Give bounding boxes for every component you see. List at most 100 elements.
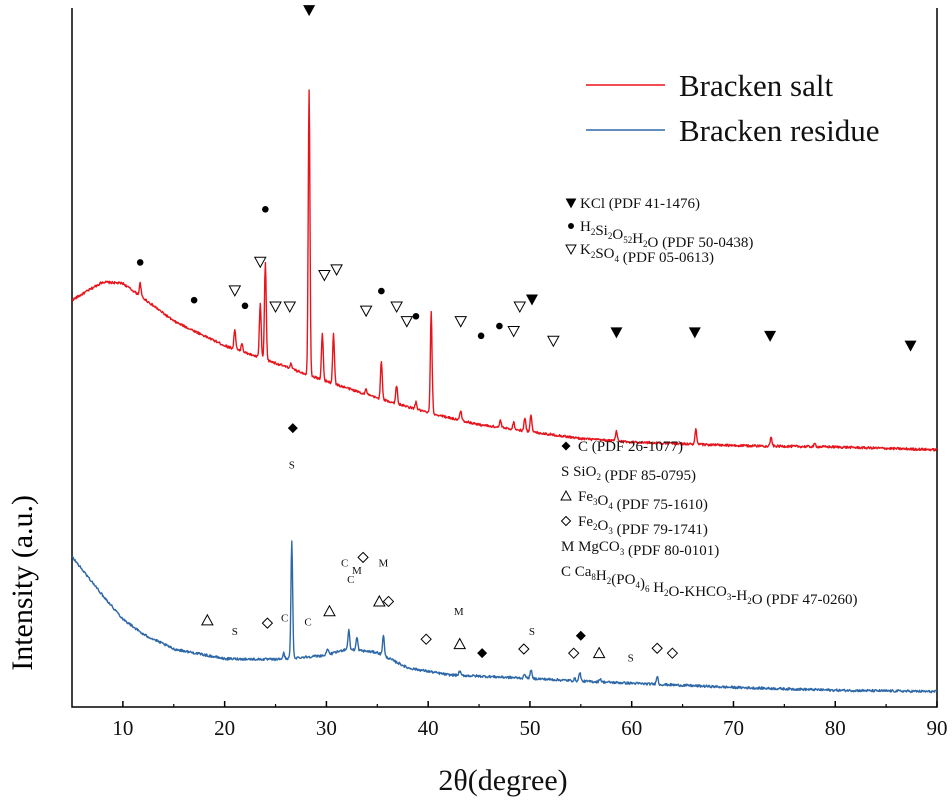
- formula-text: M MgCO: [561, 539, 620, 555]
- k2so4-triangle-marker-icon: [507, 325, 521, 338]
- residue-phase-legend-entry: Fe3O4 (PDF 75-1610): [578, 489, 708, 513]
- kcl-marker-icon: [525, 294, 538, 306]
- silicate-dot-marker-icon: [477, 332, 485, 340]
- silicate-dot-marker-icon: [378, 287, 385, 295]
- fe3o4-triangle-marker-icon: [323, 604, 336, 617]
- formula-subscript: 2: [591, 227, 596, 237]
- fe2o3-diamond-marker-icon: [518, 643, 530, 655]
- phase-label-S: S: [628, 652, 634, 664]
- x-tick-label-30: 30: [316, 716, 337, 740]
- residue-phase-legend-entry: C Ca8H2(PO4)6 H2O-KHCO3-H2O (PDF 47-0260…: [561, 564, 858, 608]
- formula-subscript: 3: [620, 547, 625, 557]
- phase-label-M: M: [352, 565, 362, 577]
- x-tick-label-70: 70: [723, 716, 744, 740]
- formula-text: S SiO: [561, 464, 597, 480]
- k2so4-triangle-marker-icon: [318, 270, 331, 282]
- formula-subscript: 3: [727, 592, 732, 602]
- k2so4-triangle-marker-icon: [228, 285, 242, 297]
- x-tick-label-80: 80: [825, 716, 846, 740]
- residue-phase-legend-entry: C (PDF 26-1077): [578, 439, 683, 455]
- kcl-marker-icon: [764, 330, 777, 342]
- x-axis: 10 20 30 40 50 60 70 80 90: [112, 701, 948, 740]
- formula-text: O: [598, 493, 609, 509]
- plot-border: [71, 8, 938, 708]
- k2so4-triangle-marker-icon-legend: [565, 244, 577, 255]
- salt-phase-legend-entry: H2Si2O52H2O (PDF 50-0438): [580, 219, 753, 251]
- formula-subscript: 4: [608, 501, 613, 511]
- formula-text: C (PDF 26-1077): [578, 439, 683, 455]
- k2so4-triangle-marker-icon: [253, 256, 267, 269]
- phase-label-S: S: [529, 626, 535, 638]
- formula-subscript: 2: [607, 576, 612, 586]
- salt-phase-legend-entry: K2SO4 (PDF 05-0613): [580, 242, 714, 266]
- k2so4-triangle-marker-icon: [283, 301, 297, 314]
- series-line-bracken-salt: [71, 89, 938, 452]
- carbon-diamond-marker-icon-legend: [561, 441, 571, 451]
- fe2o3-diamond-marker-icon: [420, 633, 432, 645]
- formula-subscript: 2: [591, 250, 596, 260]
- formula-text: O: [598, 518, 609, 534]
- kcl-marker-icon: [303, 5, 316, 17]
- formula-subscript: 2: [608, 231, 613, 241]
- fe2o3-diamond-marker-icon-legend: [560, 515, 572, 527]
- formula-subscript: 2: [664, 588, 669, 598]
- formula-text: H: [649, 580, 664, 596]
- formula-text: H: [596, 568, 607, 584]
- formula-text: H: [632, 231, 643, 247]
- fe2o3-diamond-marker-icon: [651, 642, 663, 654]
- phase-label-M: M: [379, 557, 389, 569]
- x-tick-label-40: 40: [418, 716, 439, 740]
- formula-subscript: 8: [591, 572, 596, 582]
- phase-label-C: C: [347, 574, 354, 586]
- silicate-dot-marker-icon: [190, 296, 198, 304]
- k2so4-triangle-marker-icon: [547, 335, 560, 348]
- x-tick-label-50: 50: [519, 716, 540, 740]
- fe2o3-diamond-marker-icon: [382, 595, 395, 608]
- silicate-dot-marker-icon: [412, 312, 420, 320]
- phase-label-C: C: [281, 613, 288, 625]
- legend: Bracken salt Bracken residue: [586, 68, 880, 148]
- kcl-marker-icon: [688, 327, 701, 339]
- y-axis-label: Intensity (a.u.): [6, 495, 39, 671]
- carbon-diamond-marker-icon: [575, 630, 586, 641]
- x-tick-label-10: 10: [112, 716, 133, 740]
- legend-label-bracken-residue: Bracken residue: [679, 113, 880, 148]
- x-tick-label-90: 90: [927, 716, 948, 740]
- silicate-dot-marker-icon-legend: [568, 223, 574, 229]
- legend-label-bracken-salt: Bracken salt: [679, 68, 833, 103]
- silicate-dot-marker-icon: [241, 302, 249, 310]
- x-tick-label-60: 60: [621, 716, 642, 740]
- carbon-diamond-marker-icon: [477, 648, 488, 659]
- phase-label-C: C: [304, 617, 311, 629]
- kcl-marker-icon: [610, 327, 623, 339]
- phase-label-C: C: [341, 557, 348, 569]
- formula-text: K: [580, 242, 591, 258]
- formula-subscript: 2: [747, 596, 752, 606]
- phase-label-S: S: [232, 626, 238, 638]
- formula-text: (PDF 75-1610): [613, 497, 708, 513]
- fe2o3-diamond-marker-icon: [357, 551, 369, 564]
- residue-phase-legend-entry: S SiO2 (PDF 85-0795): [561, 464, 696, 484]
- silicate-dot-marker-icon: [496, 322, 503, 330]
- silicate-dot-marker-icon: [262, 206, 269, 213]
- k2so4-triangle-marker-icon: [390, 301, 403, 314]
- formula-text: (PO: [611, 572, 635, 588]
- formula-text: (PDF 85-0795): [601, 468, 696, 484]
- fe3o4-triangle-marker-icon: [592, 646, 606, 659]
- fe2o3-diamond-marker-icon: [261, 617, 274, 629]
- formula-subscript: 4: [635, 580, 640, 590]
- formula-subscript: 2: [593, 522, 598, 532]
- formula-subscript: 52: [623, 235, 632, 245]
- formula-text: O (PDF 47-0260): [752, 592, 858, 608]
- formula-text: (PDF 05-0613): [619, 250, 714, 266]
- formula-text: -H: [731, 588, 747, 604]
- k2so4-triangle-marker-icon: [454, 316, 468, 328]
- formula-text: O: [612, 227, 623, 243]
- formula-subscript: 3: [593, 497, 598, 507]
- formula-subscript: 6: [645, 584, 650, 594]
- carbon-diamond-marker-icon: [287, 423, 298, 434]
- residue-phase-legend-entry: M MgCO3 (PDF 80-0101): [561, 539, 719, 559]
- k2so4-triangle-marker-icon: [269, 301, 282, 314]
- k2so4-triangle-marker-icon: [513, 301, 527, 314]
